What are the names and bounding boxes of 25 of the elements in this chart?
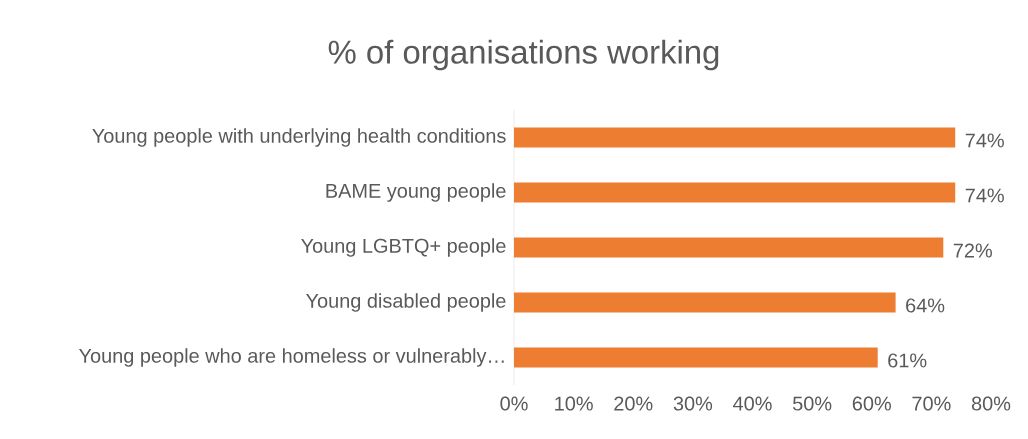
x-tick-label: 40% (733, 396, 772, 411)
y-tick-label: Young LGBTQ+ people (301, 238, 506, 257)
x-tick-label: 30% (673, 396, 713, 411)
bar (514, 237, 944, 258)
x-tick-label: 70% (912, 396, 951, 411)
data-label: 61% (888, 353, 927, 368)
y-tick-label: Young people with underlying health conditions (92, 128, 506, 147)
bar (514, 347, 878, 368)
chart-title: % of organisations working (328, 39, 719, 71)
data-label: 64% (906, 298, 945, 313)
bar (514, 127, 956, 148)
bar (514, 182, 956, 203)
x-tick-label: 20% (614, 396, 653, 411)
y-tick-label: BAME young people (326, 183, 506, 202)
x-tick-label: 50% (792, 396, 832, 411)
x-tick-label: 0% (500, 396, 528, 411)
data-label: 72% (953, 243, 992, 258)
x-tick-label: 60% (852, 396, 891, 411)
x-tick-label: 10% (555, 396, 593, 411)
x-tick-label: 80% (971, 396, 1011, 411)
bar (514, 292, 896, 313)
data-label: 74% (965, 188, 1004, 203)
data-label: 74% (965, 133, 1004, 148)
y-tick-label: Young people who are homeless or vulnerably… (79, 348, 504, 367)
y-tick-label: Young disabled people (306, 293, 506, 312)
